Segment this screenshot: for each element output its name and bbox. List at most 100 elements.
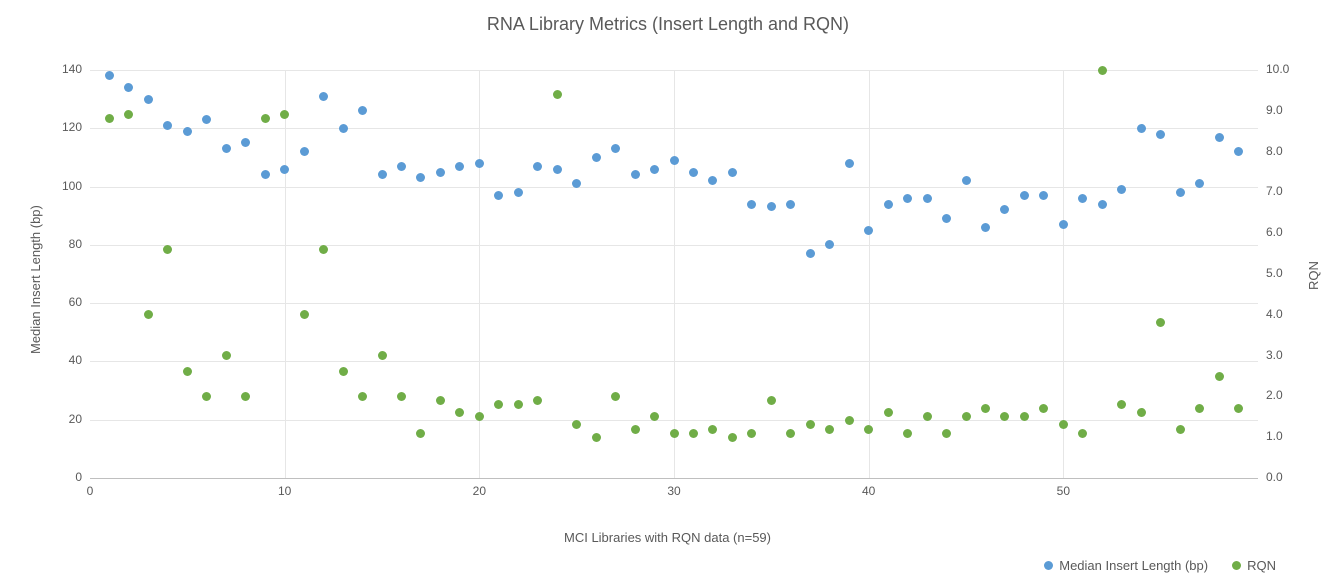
point-insert-length bbox=[767, 202, 776, 211]
y-left-tick: 40 bbox=[42, 353, 82, 367]
point-rqn bbox=[767, 396, 776, 405]
point-insert-length bbox=[416, 173, 425, 182]
point-rqn bbox=[1234, 404, 1243, 413]
point-insert-length bbox=[631, 170, 640, 179]
point-rqn bbox=[222, 351, 231, 360]
point-insert-length bbox=[455, 162, 464, 171]
x-tick: 40 bbox=[854, 484, 884, 498]
point-rqn bbox=[631, 425, 640, 434]
point-rqn bbox=[261, 114, 270, 123]
y-right-axis-label: RQN bbox=[1306, 261, 1321, 290]
point-rqn bbox=[280, 110, 289, 119]
plot-area bbox=[90, 70, 1258, 479]
point-insert-length bbox=[747, 200, 756, 209]
point-insert-length bbox=[1020, 191, 1029, 200]
point-rqn bbox=[1078, 429, 1087, 438]
point-insert-length bbox=[436, 168, 445, 177]
point-insert-length bbox=[864, 226, 873, 235]
chart-title: RNA Library Metrics (Insert Length and R… bbox=[0, 14, 1336, 35]
point-insert-length bbox=[884, 200, 893, 209]
point-insert-length bbox=[358, 106, 367, 115]
point-rqn bbox=[436, 396, 445, 405]
x-tick: 50 bbox=[1048, 484, 1078, 498]
point-insert-length bbox=[1059, 220, 1068, 229]
point-rqn bbox=[553, 90, 562, 99]
v-gridline bbox=[285, 70, 286, 478]
point-rqn bbox=[1137, 408, 1146, 417]
point-insert-length bbox=[1234, 147, 1243, 156]
legend-item-insert-length: Median Insert Length (bp) bbox=[1044, 558, 1208, 573]
y-right-tick: 7.0 bbox=[1266, 184, 1306, 198]
x-tick: 30 bbox=[659, 484, 689, 498]
point-insert-length bbox=[124, 83, 133, 92]
y-right-tick: 0.0 bbox=[1266, 470, 1306, 484]
point-rqn bbox=[1117, 400, 1126, 409]
point-rqn bbox=[124, 110, 133, 119]
point-insert-length bbox=[397, 162, 406, 171]
point-rqn bbox=[1195, 404, 1204, 413]
point-insert-length bbox=[1137, 124, 1146, 133]
point-insert-length bbox=[241, 138, 250, 147]
point-rqn bbox=[923, 412, 932, 421]
point-rqn bbox=[747, 429, 756, 438]
point-rqn bbox=[689, 429, 698, 438]
legend-item-rqn: RQN bbox=[1232, 558, 1276, 573]
point-insert-length bbox=[105, 71, 114, 80]
point-rqn bbox=[163, 245, 172, 254]
point-insert-length bbox=[845, 159, 854, 168]
point-insert-length bbox=[592, 153, 601, 162]
point-insert-length bbox=[962, 176, 971, 185]
point-insert-length bbox=[923, 194, 932, 203]
point-insert-length bbox=[280, 165, 289, 174]
y-right-tick: 10.0 bbox=[1266, 62, 1306, 76]
x-axis-label: MCI Libraries with RQN data (n=59) bbox=[564, 530, 771, 545]
v-gridline bbox=[674, 70, 675, 478]
y-right-tick: 4.0 bbox=[1266, 307, 1306, 321]
point-insert-length bbox=[1000, 205, 1009, 214]
point-insert-length bbox=[1039, 191, 1048, 200]
point-insert-length bbox=[300, 147, 309, 156]
point-insert-length bbox=[825, 240, 834, 249]
point-rqn bbox=[903, 429, 912, 438]
point-insert-length bbox=[261, 170, 270, 179]
y-right-tick: 3.0 bbox=[1266, 348, 1306, 362]
point-insert-length bbox=[786, 200, 795, 209]
rna-metrics-chart: RNA Library Metrics (Insert Length and R… bbox=[0, 0, 1336, 585]
point-rqn bbox=[1176, 425, 1185, 434]
point-rqn bbox=[728, 433, 737, 442]
point-rqn bbox=[942, 429, 951, 438]
y-right-tick: 9.0 bbox=[1266, 103, 1306, 117]
y-left-tick: 0 bbox=[42, 470, 82, 484]
y-left-tick: 20 bbox=[42, 412, 82, 426]
point-rqn bbox=[397, 392, 406, 401]
point-insert-length bbox=[319, 92, 328, 101]
y-right-tick: 5.0 bbox=[1266, 266, 1306, 280]
point-insert-length bbox=[903, 194, 912, 203]
point-insert-length bbox=[806, 249, 815, 258]
point-rqn bbox=[670, 429, 679, 438]
point-rqn bbox=[962, 412, 971, 421]
y-right-tick: 6.0 bbox=[1266, 225, 1306, 239]
v-gridline bbox=[869, 70, 870, 478]
point-rqn bbox=[806, 420, 815, 429]
point-rqn bbox=[864, 425, 873, 434]
point-rqn bbox=[1059, 420, 1068, 429]
point-rqn bbox=[455, 408, 464, 417]
point-rqn bbox=[611, 392, 620, 401]
point-rqn bbox=[241, 392, 250, 401]
point-insert-length bbox=[222, 144, 231, 153]
point-insert-length bbox=[553, 165, 562, 174]
point-insert-length bbox=[650, 165, 659, 174]
point-rqn bbox=[592, 433, 601, 442]
legend: Median Insert Length (bp) RQN bbox=[1044, 558, 1276, 573]
point-insert-length bbox=[728, 168, 737, 177]
y-left-tick: 80 bbox=[42, 237, 82, 251]
point-insert-length bbox=[708, 176, 717, 185]
point-insert-length bbox=[1156, 130, 1165, 139]
point-insert-length bbox=[183, 127, 192, 136]
y-right-tick: 1.0 bbox=[1266, 429, 1306, 443]
point-rqn bbox=[339, 367, 348, 376]
point-insert-length bbox=[475, 159, 484, 168]
point-rqn bbox=[1215, 372, 1224, 381]
y-left-tick: 120 bbox=[42, 120, 82, 134]
